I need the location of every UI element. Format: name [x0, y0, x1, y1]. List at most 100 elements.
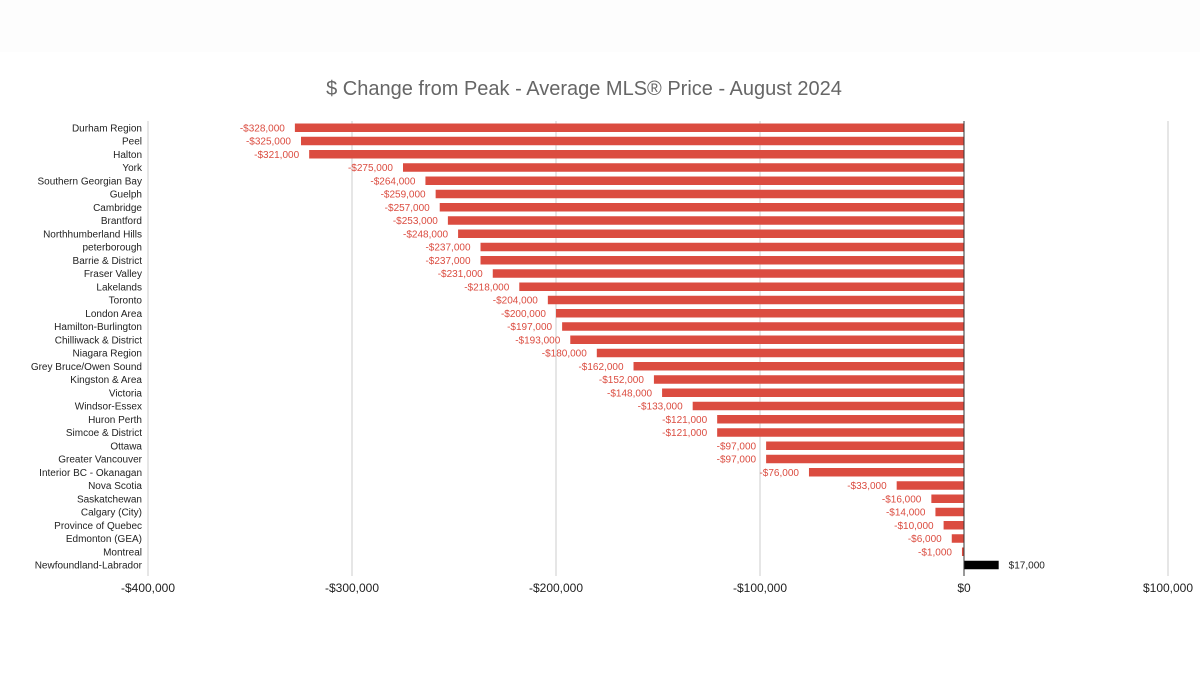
bar — [653, 375, 964, 384]
category-label: Fraser Valley — [84, 269, 142, 280]
category-label: Windsor-Essex — [75, 402, 142, 413]
data-label: -$1,000 — [918, 547, 952, 558]
bar — [294, 123, 964, 132]
bar — [717, 428, 964, 437]
category-label: Nova Scotia — [88, 481, 142, 492]
bar — [662, 388, 964, 397]
bar — [403, 163, 964, 172]
bar — [425, 176, 964, 185]
bar — [435, 189, 964, 199]
category-label: Cambridge — [93, 203, 142, 214]
data-label: -$14,000 — [886, 508, 926, 519]
category-label: Greater Vancouver — [58, 455, 142, 466]
data-label: -$259,000 — [381, 190, 426, 201]
data-label: -$133,000 — [638, 402, 683, 413]
data-label: -$200,000 — [501, 309, 546, 320]
data-label: -$237,000 — [425, 243, 470, 254]
data-label: -$6,000 — [908, 534, 942, 545]
bars-layer — [294, 123, 999, 570]
bar — [935, 507, 964, 517]
x-axis-ticks: -$400,000 -$300,000 -$200,000 -$100,000 $0 $1… — [121, 581, 1193, 595]
data-label: -$325,000 — [246, 137, 291, 148]
data-label: -$218,000 — [464, 282, 509, 293]
data-label: -$253,000 — [393, 216, 438, 227]
category-label: Barrie & District — [73, 256, 143, 267]
bar — [931, 494, 964, 503]
category-label: Peel — [122, 137, 142, 148]
category-label: Edmonton (GEA) — [66, 534, 142, 545]
category-label: Chilliwack & District — [55, 335, 142, 346]
category-label: Hamilton-Burlington — [54, 322, 142, 333]
bar — [717, 415, 964, 424]
data-label: -$97,000 — [717, 455, 757, 466]
data-label: -$152,000 — [599, 375, 644, 386]
category-label: Durham Region — [72, 123, 142, 134]
bar — [562, 322, 964, 331]
bar — [301, 136, 964, 146]
bar — [309, 150, 964, 159]
bar — [480, 256, 964, 265]
category-label: Calgary (City) — [81, 508, 142, 519]
data-label: $17,000 — [1009, 561, 1046, 572]
bar — [439, 203, 965, 212]
chart-title: $ Change from Peak - Average MLS® Price … — [326, 78, 842, 100]
category-label: Toronto — [109, 296, 143, 307]
labels-layer: Durham Region -$328,000 Peel -$325,000 Halto… — [31, 121, 1045, 576]
data-label: -$121,000 — [662, 428, 707, 439]
bar — [964, 560, 999, 570]
data-label: -$148,000 — [607, 388, 652, 399]
bar — [896, 481, 964, 490]
x-tick-label: -$200,000 — [529, 581, 583, 595]
data-label: -$16,000 — [882, 494, 922, 505]
category-label: Ottawa — [110, 441, 142, 452]
bar — [961, 547, 964, 556]
data-label: -$204,000 — [493, 296, 538, 307]
data-label: -$193,000 — [515, 335, 560, 346]
data-label: -$121,000 — [662, 415, 707, 426]
top-strip — [0, 0, 1200, 52]
bar — [808, 468, 964, 477]
bar — [766, 454, 964, 464]
category-label: York — [122, 163, 143, 174]
data-label: -$197,000 — [507, 322, 552, 333]
grid-layer — [147, 121, 1169, 576]
data-label: -$162,000 — [578, 362, 623, 373]
x-tick-label: $0 — [957, 581, 971, 595]
data-label: -$275,000 — [348, 163, 393, 174]
x-tick-label: -$400,000 — [121, 581, 175, 595]
category-label: Province of Quebec — [54, 521, 142, 532]
category-label: Victoria — [109, 388, 143, 399]
data-label: -$33,000 — [847, 481, 887, 492]
bar — [447, 216, 964, 225]
category-label: Kingston & Area — [70, 375, 142, 386]
bar — [492, 269, 964, 278]
data-label: -$10,000 — [894, 521, 934, 532]
bar — [480, 242, 964, 252]
data-label: -$180,000 — [542, 349, 587, 360]
category-label: peterborough — [83, 243, 143, 254]
data-label: -$257,000 — [385, 203, 430, 214]
data-label: -$237,000 — [425, 256, 470, 267]
x-tick-label: -$100,000 — [733, 581, 787, 595]
x-tick-label: -$300,000 — [325, 581, 379, 595]
bar — [633, 362, 964, 371]
data-label: -$76,000 — [759, 468, 799, 479]
category-label: Guelph — [110, 190, 142, 201]
bar — [556, 309, 964, 318]
category-label: Saskatchewan — [77, 494, 142, 505]
data-label: -$248,000 — [403, 229, 448, 240]
bar — [570, 335, 964, 344]
category-label: Interior BC - Okanagan — [39, 468, 142, 479]
bar — [692, 401, 964, 411]
category-label: Niagara Region — [73, 349, 143, 360]
category-label: Southern Georgian Bay — [37, 176, 142, 187]
category-label: Northhumberland Hills — [43, 229, 142, 240]
category-label: Newfoundland-Labrador — [35, 561, 143, 572]
bar — [766, 441, 964, 450]
category-label: Montreal — [103, 547, 142, 558]
category-label: Lakelands — [96, 282, 142, 293]
data-label: -$321,000 — [254, 150, 299, 161]
bar — [458, 229, 964, 238]
